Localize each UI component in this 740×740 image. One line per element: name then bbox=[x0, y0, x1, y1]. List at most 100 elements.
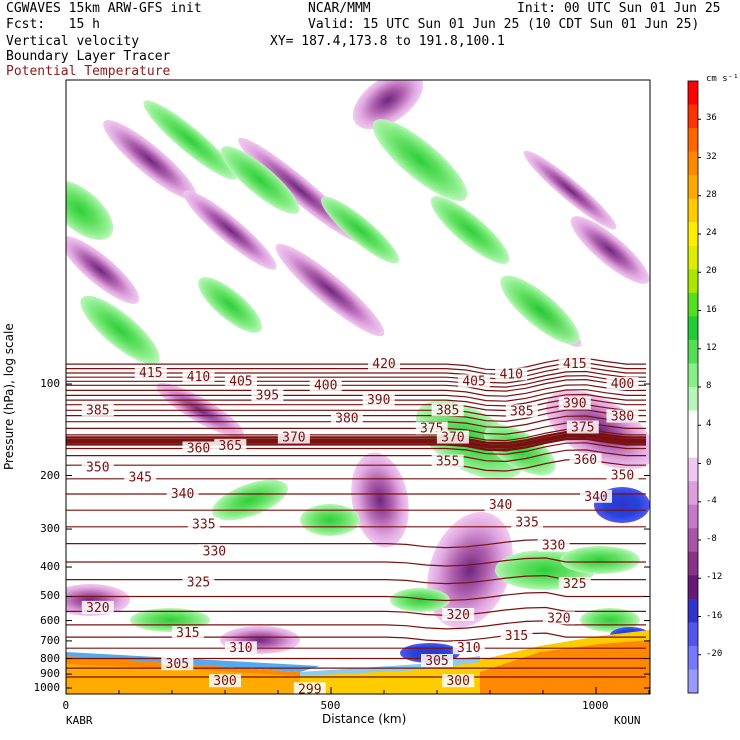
colorbar-label--20: -20 bbox=[706, 648, 723, 659]
theta-contour-16 bbox=[66, 433, 646, 448]
updraft-region-27 bbox=[300, 504, 360, 536]
colorbar-swatch-25 bbox=[688, 669, 698, 694]
theta-label-bg-16 bbox=[166, 486, 199, 500]
boundary-layer-tracer-shading bbox=[66, 630, 650, 694]
theta-label-31: 385 bbox=[436, 403, 459, 418]
y-tick-label-900: 900 bbox=[40, 667, 60, 681]
theta-contour-7 bbox=[66, 389, 646, 402]
theta-label-bg-28 bbox=[458, 374, 491, 388]
updraft-region-25 bbox=[484, 424, 556, 476]
theta-label-10: 370 bbox=[282, 431, 305, 446]
colorbar-swatch-1 bbox=[688, 104, 698, 129]
theta-label-21: 315 bbox=[176, 626, 199, 641]
colorbar-swatch-12 bbox=[688, 363, 698, 388]
updraft-region-23 bbox=[198, 277, 262, 333]
theta-label-bg-24 bbox=[209, 674, 241, 688]
theta-label-bg-26 bbox=[558, 357, 591, 371]
y-axis-ticks bbox=[66, 383, 650, 689]
colorbar-swatch-8 bbox=[688, 269, 698, 294]
theta-label-13: 355 bbox=[436, 455, 459, 470]
colorbar-swatch-4 bbox=[688, 175, 698, 200]
vertical-velocity-shading bbox=[66, 80, 650, 663]
potential-temperature-labels: 420 415 410 405 400 395 390 385 380 375 370 365 360 3… bbox=[81, 357, 639, 697]
theta-label-17: 335 bbox=[192, 518, 215, 533]
colorbar-swatch-16 bbox=[688, 457, 698, 482]
x-axis-title: Distance (km) bbox=[322, 712, 407, 726]
theta-label-6: 390 bbox=[367, 393, 390, 408]
theta-label-33: 380 bbox=[611, 410, 634, 425]
downdraft-region-4 bbox=[275, 243, 385, 337]
theta-label-46: 310 bbox=[457, 641, 480, 656]
theta-contour-4 bbox=[66, 375, 646, 388]
theta-label-bg-15 bbox=[124, 470, 157, 484]
colorbar-label-16: 16 bbox=[706, 304, 717, 315]
theta-label-bg-3 bbox=[224, 374, 257, 388]
theta-contour-6 bbox=[66, 384, 646, 397]
updraft-region-20 bbox=[500, 275, 580, 345]
theta-contour-28 bbox=[66, 575, 646, 585]
org-label: NCAR/MMM bbox=[308, 1, 371, 16]
theta-label-bg-25 bbox=[293, 682, 326, 694]
theta-label-43: 320 bbox=[446, 608, 469, 623]
theta-label-bg-44 bbox=[542, 611, 575, 625]
endpoint-right-label: KOUN bbox=[614, 714, 641, 727]
tracer-layer-west-yellow bbox=[66, 664, 300, 694]
theta-label-32: 385 bbox=[510, 404, 533, 419]
y-tick-label-500: 500 bbox=[40, 589, 60, 603]
valid-time: Valid: 15 UTC Sun 01 Jun 25 (10 CDT Sun … bbox=[308, 17, 700, 32]
theta-contour-29 bbox=[66, 591, 646, 602]
updraft-region-31 bbox=[580, 608, 640, 632]
downdraft-region-0 bbox=[352, 80, 424, 130]
theta-contour-0 bbox=[66, 357, 646, 371]
colorbar-label-20: 20 bbox=[706, 266, 717, 277]
theta-label-24: 300 bbox=[213, 674, 236, 689]
downdraft-region-9 bbox=[351, 452, 409, 548]
theta-label-bg-33 bbox=[606, 409, 639, 423]
theta-label-28: 405 bbox=[462, 374, 485, 389]
theta-label-37: 350 bbox=[611, 469, 634, 484]
model-title: CGWAVES 15km ARW-GFS init bbox=[6, 1, 202, 16]
theta-label-20: 320 bbox=[86, 601, 109, 616]
theta-label-bg-10 bbox=[277, 430, 310, 444]
theta-contour-14 bbox=[66, 428, 646, 442]
theta-label-7: 385 bbox=[86, 403, 109, 418]
theta-label-bg-19 bbox=[182, 575, 215, 589]
init-time: Init: 00 UTC Sun 01 Jun 25 bbox=[517, 1, 721, 16]
theta-contour-20 bbox=[66, 449, 646, 463]
downdraft-region-8 bbox=[523, 150, 617, 230]
updraft-region-21 bbox=[320, 196, 400, 264]
theta-contour-9 bbox=[66, 398, 646, 412]
updraft-region-17 bbox=[220, 146, 300, 214]
theta-label-25: 299 bbox=[298, 682, 321, 697]
theta-label-48: 300 bbox=[446, 674, 469, 689]
y-tick-label-1000: 1000 bbox=[33, 681, 61, 694]
theta-contour-19 bbox=[66, 442, 646, 455]
field-vertical-velocity: Vertical velocity bbox=[6, 34, 140, 49]
colorbar-label--16: -16 bbox=[706, 610, 723, 621]
theta-label-38: 340 bbox=[584, 490, 607, 505]
theta-label-3: 405 bbox=[229, 374, 252, 389]
colorbar-label-36: 36 bbox=[706, 113, 717, 124]
theta-label-12: 360 bbox=[187, 442, 210, 457]
downdraft-region-3 bbox=[183, 190, 277, 270]
theta-contour-17 bbox=[66, 434, 646, 449]
colorbar-swatch-22 bbox=[688, 598, 698, 623]
x-axis-ticks bbox=[65, 687, 650, 694]
theta-label-19: 325 bbox=[187, 576, 210, 591]
theta-label-4: 400 bbox=[314, 378, 337, 393]
theta-label-bg-41 bbox=[537, 538, 570, 552]
theta-label-bg-38 bbox=[580, 489, 612, 503]
colorbar-swatch-3 bbox=[688, 151, 698, 176]
theta-label-5: 395 bbox=[256, 388, 279, 403]
theta-label-39: 340 bbox=[489, 498, 512, 513]
updraft-region-22 bbox=[80, 295, 160, 365]
theta-label-16: 340 bbox=[171, 487, 194, 502]
theta-label-0: 420 bbox=[372, 357, 395, 372]
updraft-region-29 bbox=[560, 546, 640, 574]
colorbar-swatch-10 bbox=[688, 316, 698, 341]
theta-label-bg-12 bbox=[182, 441, 215, 455]
theta-label-bg-23 bbox=[161, 657, 194, 671]
theta-label-bg-17 bbox=[187, 517, 220, 531]
theta-contour-21 bbox=[66, 458, 646, 472]
